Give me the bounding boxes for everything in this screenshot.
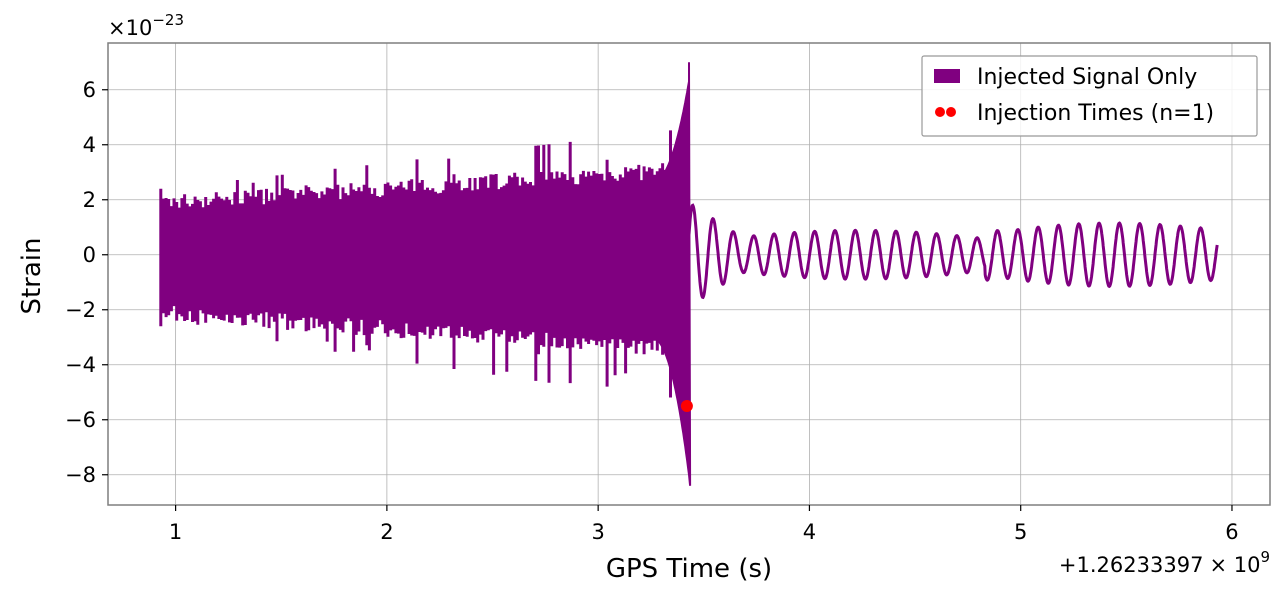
plot-frame bbox=[107, 42, 1271, 506]
x-tick-label: 6 bbox=[1225, 520, 1238, 544]
y-tick-label: 4 bbox=[83, 133, 96, 157]
y-tick-label: −2 bbox=[65, 298, 96, 322]
legend-box bbox=[921, 55, 1258, 137]
signal-ringdown bbox=[687, 203, 1219, 300]
y-tick-label: −6 bbox=[65, 408, 96, 432]
x-offset-label: +1.26233397 × 109 bbox=[1059, 548, 1270, 577]
y-tick-label: −4 bbox=[65, 353, 96, 377]
y-axis-label: Strain bbox=[17, 237, 47, 314]
legend-label-injection: Injection Times (n=1) bbox=[977, 101, 1214, 126]
y-tick-label: −8 bbox=[65, 463, 96, 487]
injection-point bbox=[680, 400, 693, 412]
legend: Injected Signal Only Injection Times (n=… bbox=[921, 55, 1258, 137]
x-tick-label: 3 bbox=[591, 520, 604, 544]
series-injection-times bbox=[680, 400, 693, 412]
signal-chirp bbox=[649, 62, 692, 486]
x-tick-label: 5 bbox=[1014, 520, 1027, 544]
signal-spikes bbox=[159, 130, 686, 398]
x-axis-label: GPS Time (s) bbox=[606, 554, 772, 584]
legend-marker-injection-a bbox=[935, 107, 945, 117]
legend-label-signal: Injected Signal Only bbox=[977, 65, 1197, 90]
legend-swatch-signal bbox=[934, 69, 960, 83]
ticks: 1 2 3 4 5 6 −8 −6 −4 −2 0 2 4 6 bbox=[65, 78, 1239, 544]
x-tick-label: 1 bbox=[169, 520, 182, 544]
legend-marker-injection-b bbox=[946, 107, 956, 117]
y-tick-label: 0 bbox=[83, 243, 96, 267]
y-tick-label: 6 bbox=[83, 78, 96, 102]
x-tick-label: 2 bbox=[380, 520, 393, 544]
series-injected-signal bbox=[159, 62, 1219, 486]
y-tick-label: 2 bbox=[83, 188, 96, 212]
y-scale-label: ×10−23 bbox=[108, 11, 184, 40]
x-tick-label: 4 bbox=[803, 520, 816, 544]
